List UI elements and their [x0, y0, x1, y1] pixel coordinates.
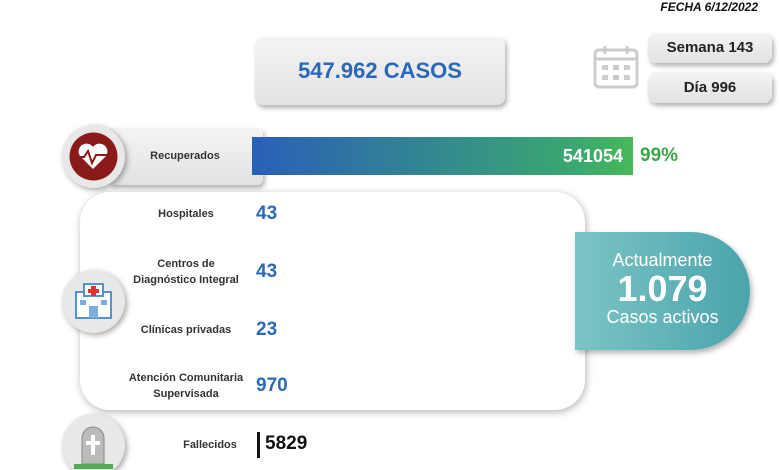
grave-icon: [62, 414, 125, 470]
heart-icon: [62, 125, 125, 188]
date: FECHA 6/12/2022: [660, 0, 758, 14]
deceased-value: 5829: [265, 433, 308, 454]
active-value: 1.079: [617, 268, 708, 309]
week: Semana 143: [648, 33, 772, 63]
day: Día 996: [648, 72, 772, 103]
facility-value: 970: [256, 375, 288, 396]
facility-label: Hospitales: [158, 208, 214, 220]
facility-label: Atención Comunitaria Supervisada: [128, 372, 244, 400]
recovered-value: 541054: [562, 146, 623, 166]
total-cases: 547.962 CASOS: [255, 37, 505, 105]
facility-value: 43: [256, 261, 278, 282]
facility-label: Centros de Diagnóstico Integral: [133, 258, 239, 286]
deceased-label: Fallecidos: [183, 439, 237, 451]
facility-value: 43: [256, 203, 278, 224]
hospital-icon: [62, 270, 125, 333]
active-panel: Actualmente 1.079 Casos activos: [575, 232, 750, 350]
deceased-bar: [257, 432, 260, 458]
active-top: Actualmente: [612, 250, 713, 270]
recovered-bar: [252, 137, 633, 175]
active-bottom: Casos activos: [606, 307, 719, 327]
recovered-label: Recuperados: [150, 150, 220, 162]
label-box: [110, 128, 263, 185]
facility-label: Clínicas privadas: [140, 324, 232, 336]
recovered-percent: 99%: [640, 145, 679, 166]
calendar-icon: [593, 46, 639, 89]
facilities-panel: [80, 192, 585, 410]
facility-value: 23: [256, 319, 278, 340]
